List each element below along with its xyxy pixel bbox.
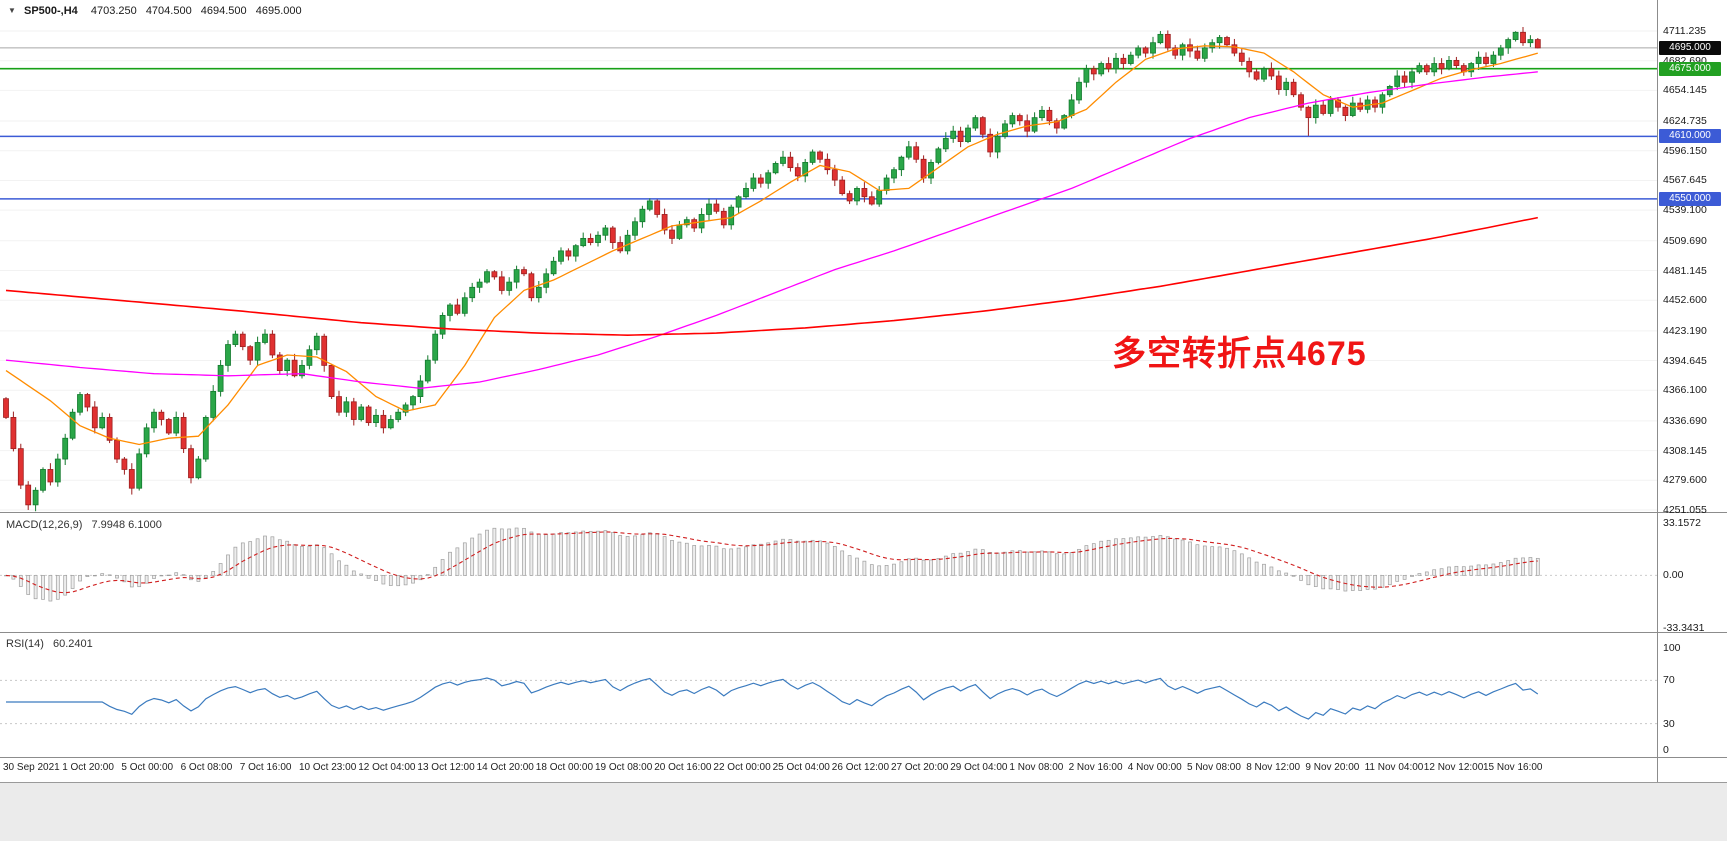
price-tick: 4654.145 [1663,84,1707,97]
time-tick: 9 Nov 20:00 [1305,762,1360,773]
price-tick: 4481.145 [1663,264,1707,277]
ohlc-high: 4704.500 [145,5,192,17]
price-tick: 4366.100 [1663,384,1707,397]
symbol-timeframe-label: SP500-,H4 [23,5,78,17]
ohlc-open: 4703.250 [90,5,137,17]
rsi-label: RSI(14) 60.2401 [6,638,93,650]
time-tick: 5 Oct 00:00 [121,762,174,773]
time-tick: 11 Nov 04:00 [1364,762,1424,773]
price-tick: 4423.190 [1663,324,1707,337]
time-tick: 25 Oct 04:00 [772,762,830,773]
price-tag: 4695.000 [1659,40,1721,55]
price-tick: 4711.235 [1663,25,1707,37]
ohlc-low: 4694.500 [200,5,247,17]
time-tick: 4 Nov 00:00 [1127,762,1182,773]
macd-axis-tick: 33.1572 [1663,517,1701,529]
price-tag: 4610.000 [1659,129,1721,144]
rsi-axis-tick: 30 [1663,717,1675,730]
bottom-strip [0,782,1727,841]
rsi-value: 60.2401 [52,638,93,650]
time-tick: 12 Nov 12:00 [1423,762,1484,773]
price-chart-canvas[interactable] [0,0,1727,782]
time-tick: 30 Sep 2021 [3,762,60,773]
price-tick: 4624.735 [1663,115,1707,128]
ohlc-close: 4695.000 [255,5,302,17]
time-tick: 7 Oct 16:00 [239,762,292,773]
macd-values: 7.9948 6.1000 [91,519,162,531]
price-tick: 4567.645 [1663,174,1707,187]
price-tick: 4539.100 [1663,204,1707,217]
price-axis[interactable]: 4711.235 4682.690 4654.145 4624.735 4596.150… [1657,0,1727,782]
price-tick: 4251.055 [1663,504,1707,516]
annotation-text[interactable]: 多空转折点4675 [1112,335,1367,373]
price-tick: 4452.600 [1663,294,1707,307]
time-tick: 10 Oct 23:00 [299,762,357,773]
time-tick: 27 Oct 20:00 [891,762,949,773]
time-tick: 2 Nov 16:00 [1068,762,1123,773]
price-tick: 4279.600 [1663,474,1707,487]
time-tick: 20 Oct 16:00 [654,762,712,773]
chart-header: ▼ SP500-,H4 4703.250 4704.500 4694.500 4… [8,5,308,17]
time-axis[interactable]: 30 Sep 2021 1 Oct 20:00 5 Oct 00:00 6 Oct 0… [0,757,1657,782]
macd-label: MACD(12,26,9) 7.9948 6.1000 [6,519,162,531]
rsi-axis-tick: 0 [1663,744,1669,756]
rsi-name: RSI(14) [6,638,44,650]
time-tick: 15 Nov 16:00 [1483,762,1543,773]
price-tick: 4308.145 [1663,444,1707,457]
rsi-axis-tick: 100 [1663,642,1681,654]
time-tick: 22 Oct 00:00 [713,762,771,773]
time-tick: 19 Oct 08:00 [595,762,653,773]
time-tick: 1 Oct 20:00 [62,762,114,773]
time-tick: 1 Nov 08:00 [1009,762,1064,773]
rsi-axis-tick: 70 [1663,674,1675,687]
time-tick: 12 Oct 04:00 [358,762,416,773]
time-tick: 26 Oct 12:00 [831,762,890,773]
time-tick: 6 Oct 08:00 [180,762,233,773]
price-tick: 4394.645 [1663,354,1707,367]
price-tag: 4550.000 [1659,191,1721,206]
time-tick: 8 Nov 12:00 [1246,762,1301,773]
price-tick: 4596.150 [1663,144,1707,157]
price-tick: 4336.690 [1663,414,1707,427]
price-tick: 4509.690 [1663,234,1707,247]
macd-name: MACD(12,26,9) [6,519,83,531]
time-tick: 18 Oct 00:00 [535,762,594,773]
time-tick: 13 Oct 12:00 [417,762,475,773]
price-tag: 4675.000 [1659,61,1721,76]
time-tick: 14 Oct 20:00 [476,762,534,773]
macd-axis-tick: -33.3431 [1663,622,1705,634]
macd-axis-tick: 0.00 [1663,569,1684,582]
time-tick: 5 Nov 08:00 [1187,762,1241,773]
symbol-dropdown-icon[interactable]: ▼ [8,6,16,15]
time-tick: 29 Oct 04:00 [950,762,1008,773]
